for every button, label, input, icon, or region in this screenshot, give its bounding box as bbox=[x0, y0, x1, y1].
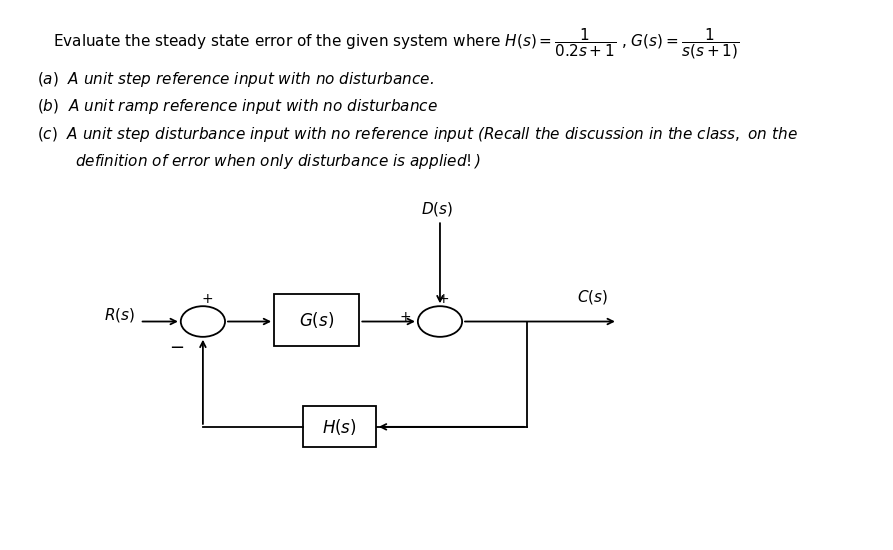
Text: +: + bbox=[399, 310, 411, 324]
Text: $G(s)$: $G(s)$ bbox=[299, 310, 334, 330]
Text: +: + bbox=[438, 292, 449, 306]
Text: $\mathit{definition\ of\ error\ when\ only\ disturbance\ is\ applied!}$): $\mathit{definition\ of\ error\ when\ on… bbox=[75, 152, 481, 171]
Text: $(a)$  A unit step reference input with no disturbance.: $(a)$ A unit step reference input with n… bbox=[37, 70, 434, 89]
Text: $D(s)$: $D(s)$ bbox=[421, 200, 453, 218]
Text: −: − bbox=[170, 339, 184, 357]
Text: $H(s)$: $H(s)$ bbox=[322, 417, 357, 437]
Text: $C(s)$: $C(s)$ bbox=[577, 288, 608, 306]
Text: Evaluate the steady state error of the given system where $H(s) = \dfrac{1}{0.2s: Evaluate the steady state error of the g… bbox=[54, 26, 739, 61]
Text: $(c)$  A unit step disturbance input with no reference input ($\mathit{Recall\ t: $(c)$ A unit step disturbance input with… bbox=[37, 124, 797, 144]
Text: $(b)$  A unit ramp reference input with no disturbance: $(b)$ A unit ramp reference input with n… bbox=[37, 97, 438, 116]
Text: $R(s)$: $R(s)$ bbox=[104, 306, 135, 324]
Text: +: + bbox=[201, 292, 213, 306]
FancyBboxPatch shape bbox=[274, 294, 359, 346]
FancyBboxPatch shape bbox=[304, 406, 376, 447]
